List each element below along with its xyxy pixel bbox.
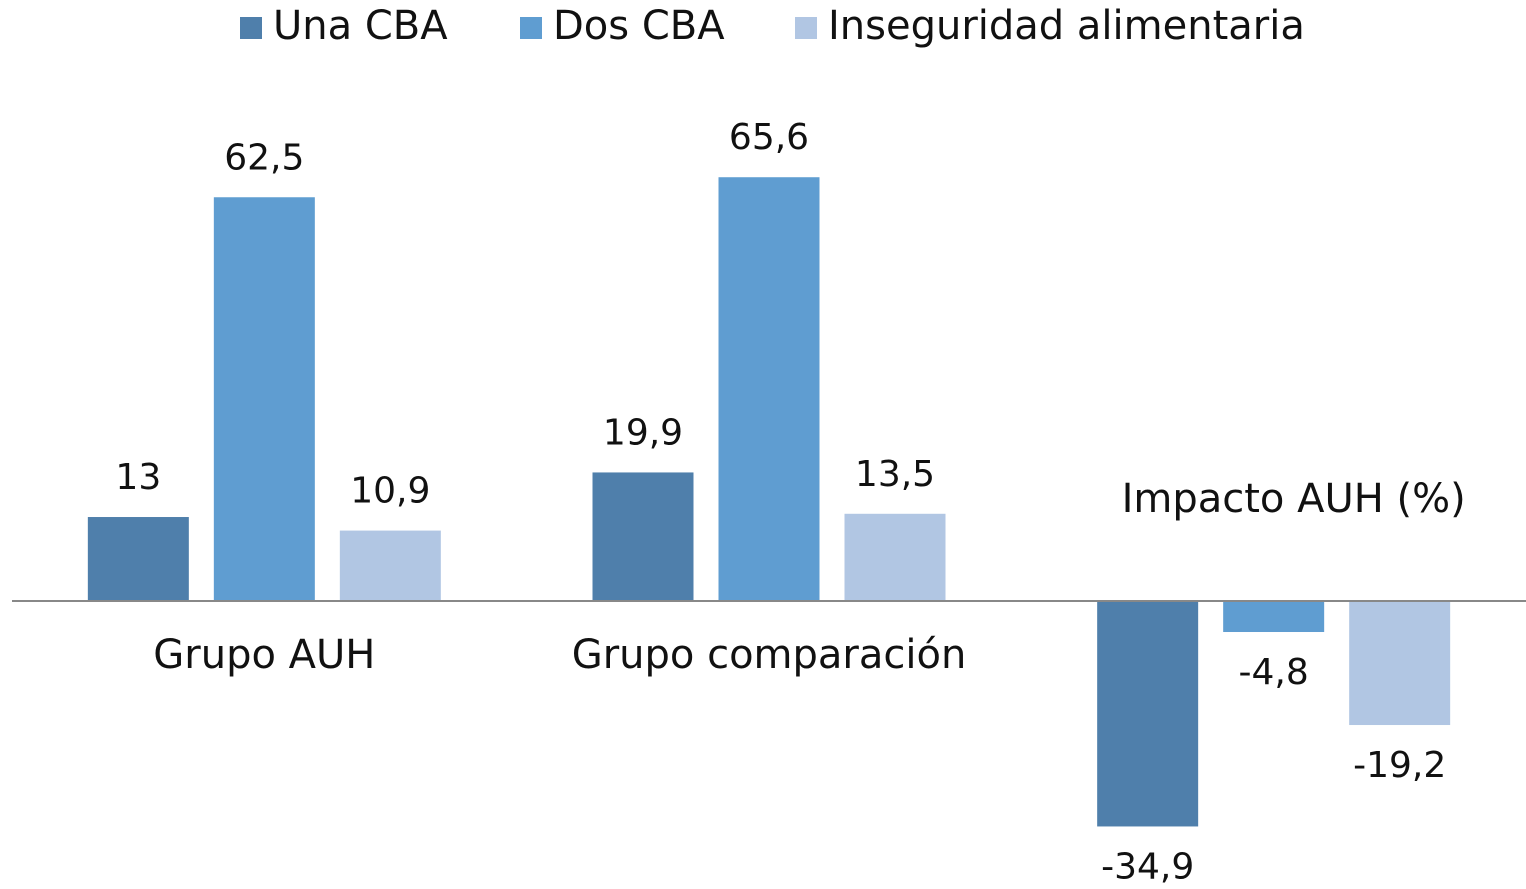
legend-swatch <box>240 17 262 39</box>
legend: Una CBA Dos CBA Inseguridad alimentaria <box>240 3 1305 49</box>
legend-label: Una CBA <box>273 3 448 49</box>
bar <box>1223 601 1325 633</box>
x-tick-label: Grupo AUH <box>153 632 375 678</box>
data-label: 13,5 <box>855 454 935 495</box>
legend-swatch <box>520 17 542 39</box>
bar <box>1349 601 1451 726</box>
bar <box>339 530 441 601</box>
bar <box>1097 601 1199 827</box>
data-label: -34,9 <box>1101 846 1194 885</box>
bar <box>844 513 946 601</box>
data-label: 62,5 <box>224 137 304 178</box>
x-tick-label: Impacto AUH (%) <box>1122 476 1466 522</box>
data-label: 13 <box>115 457 161 498</box>
data-label: -19,2 <box>1353 745 1446 786</box>
legend-label: Inseguridad alimentaria <box>828 3 1305 49</box>
bar <box>213 197 315 601</box>
data-label: 65,6 <box>729 117 809 158</box>
bar <box>592 472 694 601</box>
data-label: 19,9 <box>603 412 683 453</box>
legend-swatch <box>795 17 817 39</box>
bar <box>718 177 820 601</box>
x-tick-label: Grupo comparación <box>572 632 967 678</box>
legend-label: Dos CBA <box>553 3 725 49</box>
bar <box>87 517 189 601</box>
data-label: 10,9 <box>350 471 430 512</box>
data-label: -4,8 <box>1239 652 1309 693</box>
